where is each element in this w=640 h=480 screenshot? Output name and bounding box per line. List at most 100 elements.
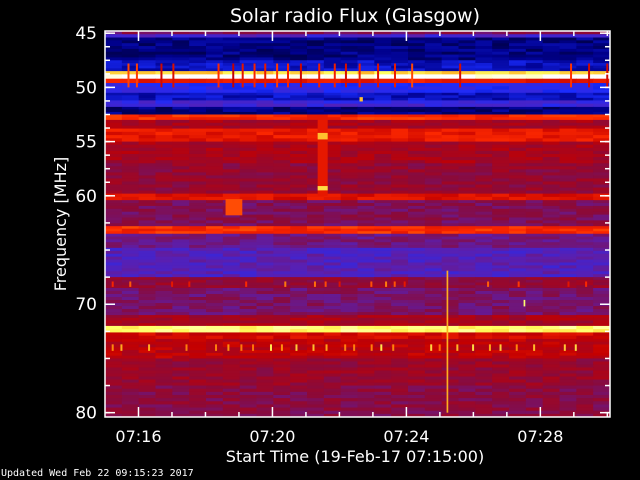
spectrogram-cell xyxy=(105,247,123,252)
spectrogram-cell xyxy=(576,157,594,161)
spectrogram-cell xyxy=(542,135,560,139)
spectrogram-cell xyxy=(172,83,190,87)
spectrogram-cell xyxy=(408,122,426,127)
spectrogram-cell xyxy=(542,220,560,224)
spectrogram-cell xyxy=(542,303,560,307)
spectrogram-cell xyxy=(441,48,459,53)
periodic-spike xyxy=(370,344,373,351)
spectrogram-cell xyxy=(374,398,392,402)
spectrogram-cell xyxy=(576,297,594,301)
spectrogram-cell xyxy=(492,160,510,164)
spectrogram-cell xyxy=(172,332,190,337)
spectrogram-cell xyxy=(374,160,392,164)
spectrogram-cell xyxy=(424,247,443,252)
spectrogram-cell xyxy=(138,175,156,179)
spectrogram-cell xyxy=(458,78,476,84)
spectrogram-cell xyxy=(121,106,140,110)
spectrogram-cell xyxy=(509,320,527,324)
spectrogram-cell xyxy=(121,223,140,227)
spectrogram-cell xyxy=(374,190,392,195)
spectrogram-cell xyxy=(290,312,308,316)
spectrogram-cell xyxy=(408,320,426,324)
spectrogram-cell xyxy=(189,376,207,381)
spectrogram-cell xyxy=(138,370,156,375)
spectrogram-cell xyxy=(542,40,560,44)
spectrogram-cell xyxy=(593,187,611,192)
spectrogram-cell xyxy=(475,117,493,121)
spectrogram-cell xyxy=(340,228,358,232)
spectrogram-cell xyxy=(172,200,190,204)
spectrogram-cell xyxy=(323,274,342,278)
spectrogram-cell xyxy=(105,265,123,269)
spectrogram-cell xyxy=(138,78,156,84)
spectrogram-cell xyxy=(155,109,173,113)
spectrogram-cell xyxy=(559,60,577,64)
spectrogram-cell xyxy=(593,51,611,56)
spectrogram-cell xyxy=(121,293,140,298)
spectrogram-cell xyxy=(307,382,325,387)
spectrogram-cell xyxy=(458,34,476,39)
spectrogram-cell xyxy=(155,228,173,232)
spectrogram-cell xyxy=(307,54,325,58)
spectrogram-cell xyxy=(559,214,577,218)
spectrogram-cell xyxy=(222,119,241,124)
spectrogram-cell xyxy=(374,268,392,272)
spectrogram-cell xyxy=(138,279,156,284)
spectrogram-cell xyxy=(290,190,308,195)
spectrogram-cell xyxy=(256,48,274,53)
spectrogram-cell xyxy=(357,131,375,136)
spectrogram-cell xyxy=(121,138,140,143)
periodic-spike xyxy=(312,344,315,351)
spectrogram-cell xyxy=(273,401,291,405)
spectrogram-cell xyxy=(559,160,577,164)
spectrogram-cell xyxy=(121,277,140,281)
spectrogram-cell xyxy=(475,245,493,249)
spectrogram-cell xyxy=(273,352,291,357)
spectrogram-cell xyxy=(273,147,291,152)
spectrogram-cell xyxy=(172,214,190,218)
spectrogram-cell xyxy=(206,323,224,327)
spectrogram-cell xyxy=(441,274,459,278)
spectrogram-cell xyxy=(189,265,207,269)
spectrogram-cell xyxy=(492,147,510,152)
spectrogram-cell xyxy=(525,315,544,319)
spectrogram-cell xyxy=(290,150,308,155)
spectrogram-cell xyxy=(239,131,257,136)
spectrogram-cell xyxy=(458,242,476,246)
spectrogram-cell xyxy=(121,315,140,319)
spectrogram-cell xyxy=(374,100,392,105)
spectrogram-cell xyxy=(441,350,459,354)
spectrogram-cell xyxy=(593,290,611,295)
spectrogram-cell xyxy=(290,208,308,213)
spectrogram-cell xyxy=(105,40,123,44)
spectrogram-cell xyxy=(290,290,308,295)
spectrogram-cell xyxy=(357,376,375,381)
spectrogram-cell xyxy=(138,315,156,319)
spectrogram-cell xyxy=(475,282,493,286)
spectrogram-cell xyxy=(408,242,426,246)
spectrogram-cell xyxy=(256,157,274,161)
spectrogram-cell xyxy=(340,312,358,316)
spectrogram-cell xyxy=(273,382,291,387)
spectrogram-cell xyxy=(441,147,459,152)
spectrogram-cell xyxy=(138,37,156,41)
spectrogram-cell xyxy=(307,233,325,238)
spectrogram-cell xyxy=(424,86,443,91)
spectrogram-cell xyxy=(155,300,173,304)
spectrogram-cell xyxy=(340,31,358,35)
spectrogram-cell xyxy=(340,315,358,319)
spectrogram-cell xyxy=(138,117,156,121)
spectrogram-cell xyxy=(576,54,594,58)
spectrogram-cell xyxy=(576,223,594,227)
spectrogram-cell xyxy=(424,103,443,108)
spectrogram-cell xyxy=(323,341,342,346)
spectrogram-cell xyxy=(105,274,123,278)
spectrogram-cell xyxy=(475,274,493,278)
spectrogram-cell xyxy=(189,92,207,96)
spectrogram-cell xyxy=(273,297,291,301)
spectrogram-cell xyxy=(492,239,510,243)
spectrogram-cell xyxy=(239,300,257,304)
spectrogram-cell xyxy=(593,43,611,47)
spectrogram-cell xyxy=(542,323,560,327)
spectrogram-cell xyxy=(458,193,476,198)
